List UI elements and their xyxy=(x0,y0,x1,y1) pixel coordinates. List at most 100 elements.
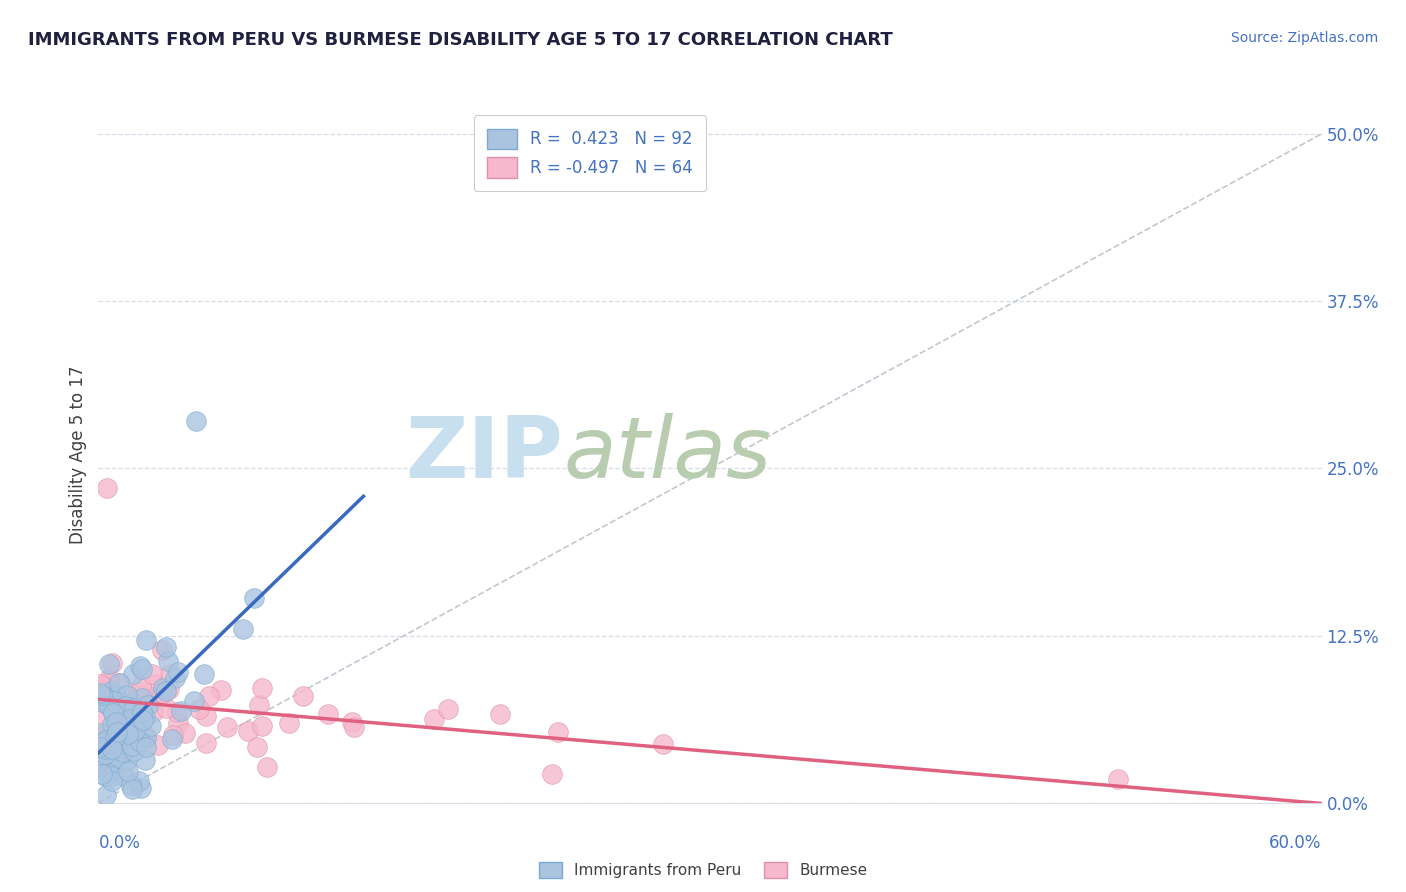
Point xyxy=(186,415,208,429)
Point xyxy=(89,686,111,700)
Point xyxy=(215,720,238,734)
Point xyxy=(122,667,145,681)
Point xyxy=(183,694,205,708)
Point xyxy=(135,633,157,648)
Text: Source: ZipAtlas.com: Source: ZipAtlas.com xyxy=(1230,31,1378,45)
Point xyxy=(232,622,254,636)
Point xyxy=(131,706,153,720)
Point xyxy=(117,764,139,779)
Point xyxy=(247,698,270,712)
Point xyxy=(250,719,273,733)
Point xyxy=(115,736,138,750)
Point xyxy=(103,694,125,708)
Point xyxy=(131,690,153,705)
Point xyxy=(107,745,129,759)
Point xyxy=(93,742,115,756)
Point xyxy=(541,767,564,781)
Point xyxy=(436,701,458,715)
Point xyxy=(135,731,157,746)
Point xyxy=(107,714,129,729)
Point xyxy=(108,731,131,745)
Point xyxy=(135,739,157,754)
Point xyxy=(129,734,152,748)
Point xyxy=(89,740,111,755)
Point xyxy=(136,698,159,712)
Point xyxy=(135,729,157,743)
Point xyxy=(91,679,114,693)
Point xyxy=(489,706,512,721)
Point xyxy=(152,681,174,695)
Point xyxy=(111,725,134,739)
Point xyxy=(101,706,124,721)
Point xyxy=(114,719,136,733)
Point xyxy=(129,679,152,693)
Point xyxy=(547,724,569,739)
Point xyxy=(155,640,177,655)
Point xyxy=(91,695,114,709)
Point xyxy=(108,694,131,708)
Point xyxy=(193,666,215,681)
Point xyxy=(91,735,114,749)
Point xyxy=(159,667,181,681)
Point xyxy=(115,699,138,714)
Point xyxy=(141,718,163,732)
Point xyxy=(134,753,156,767)
Point xyxy=(652,737,675,751)
Point xyxy=(117,704,139,718)
Point xyxy=(128,774,150,789)
Point xyxy=(114,699,136,714)
Point xyxy=(96,732,118,747)
Text: 0.0%: 0.0% xyxy=(98,834,141,852)
Point xyxy=(108,676,131,690)
Point xyxy=(91,748,114,763)
Point xyxy=(132,713,155,727)
Point xyxy=(166,705,188,719)
Point xyxy=(100,742,122,756)
Point xyxy=(94,789,117,803)
Point xyxy=(197,690,219,704)
Point xyxy=(115,728,138,742)
Point xyxy=(156,654,179,668)
Point xyxy=(97,672,120,686)
Point xyxy=(122,719,145,733)
Point xyxy=(134,709,156,723)
Point xyxy=(90,766,112,780)
Point xyxy=(90,710,112,724)
Point xyxy=(105,717,128,731)
Point xyxy=(195,708,218,723)
Point xyxy=(143,677,166,691)
Point xyxy=(163,671,186,685)
Point xyxy=(124,712,146,726)
Point xyxy=(108,703,131,717)
Point xyxy=(97,699,120,714)
Point xyxy=(124,723,146,738)
Point xyxy=(93,731,115,745)
Point xyxy=(146,738,169,752)
Point xyxy=(256,760,278,774)
Point xyxy=(124,744,146,758)
Point xyxy=(124,696,146,710)
Point xyxy=(155,700,177,714)
Point xyxy=(162,731,184,746)
Point xyxy=(117,727,139,741)
Legend: R =  0.423   N = 92, R = -0.497   N = 64: R = 0.423 N = 92, R = -0.497 N = 64 xyxy=(474,115,706,191)
Point xyxy=(118,712,141,726)
Point xyxy=(124,730,146,744)
Point xyxy=(243,591,266,605)
Point xyxy=(169,704,191,718)
Point xyxy=(89,676,111,690)
Legend: Immigrants from Peru, Burmese: Immigrants from Peru, Burmese xyxy=(533,856,873,884)
Point xyxy=(236,723,259,738)
Point xyxy=(124,701,146,715)
Point xyxy=(115,756,138,770)
Text: 60.0%: 60.0% xyxy=(1270,834,1322,852)
Text: atlas: atlas xyxy=(564,413,772,497)
Point xyxy=(141,690,163,704)
Point xyxy=(105,724,128,739)
Point xyxy=(155,683,177,698)
Point xyxy=(105,690,128,704)
Point xyxy=(100,773,122,788)
Point xyxy=(120,779,142,793)
Point xyxy=(97,763,120,777)
Point xyxy=(101,731,124,745)
